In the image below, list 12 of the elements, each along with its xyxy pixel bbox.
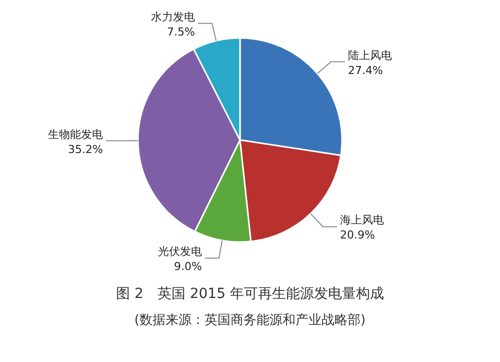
slice-label: 光伏发电	[158, 245, 202, 258]
slice-label: 水力发电	[150, 10, 195, 24]
slice-label: 陆上风电	[348, 48, 392, 62]
data-label: 7.5%	[167, 25, 195, 38]
data-label: 9.0%	[174, 260, 202, 274]
text: (数据来源：英国商务能源和产业战略部)	[134, 313, 366, 328]
data-label: 35.2%	[68, 142, 103, 156]
text: 图 2 英国 2015 年可再生能源发电量构成	[116, 286, 384, 302]
data-label: 20.9%	[340, 228, 375, 242]
slice-label: 生物能发电	[48, 128, 103, 141]
data-label: 27.4%	[348, 64, 383, 77]
slice-label: 海上风电	[340, 214, 384, 227]
